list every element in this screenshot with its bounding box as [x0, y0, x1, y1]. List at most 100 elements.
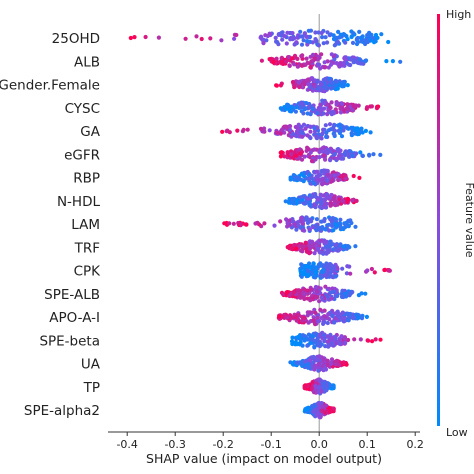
- shap-point: [305, 313, 310, 318]
- shap-point: [194, 34, 199, 39]
- shap-point: [319, 269, 324, 274]
- shap-point: [298, 268, 303, 274]
- shap-point: [287, 63, 292, 68]
- shap-point: [329, 296, 334, 301]
- feature-label: SPE-ALB: [44, 287, 100, 303]
- shap-point: [305, 268, 310, 273]
- shap-point: [337, 247, 342, 252]
- shap-point: [227, 221, 232, 226]
- shap-point: [370, 339, 375, 344]
- shap-point: [294, 246, 299, 251]
- shap-point: [341, 156, 346, 161]
- shap-point: [340, 294, 345, 299]
- shap-point: [323, 123, 328, 128]
- shap-point: [340, 266, 345, 271]
- shap-point: [316, 173, 321, 178]
- shap-point: [312, 78, 317, 83]
- shap-point: [308, 202, 313, 207]
- shap-point: [323, 86, 328, 91]
- shap-point: [329, 178, 334, 183]
- colorbar-title: Feature value: [463, 182, 474, 257]
- shap-point: [274, 130, 279, 135]
- shap-point: [329, 192, 334, 198]
- shap-point: [319, 82, 324, 87]
- beeswarm-apo-a-i: [276, 307, 369, 327]
- shap-point: [299, 54, 304, 59]
- shap-point: [325, 334, 330, 339]
- shap-point: [312, 126, 317, 131]
- shap-point: [311, 242, 316, 247]
- shap-point: [305, 145, 310, 150]
- shap-point: [234, 32, 239, 38]
- shap-point: [398, 59, 403, 64]
- shap-point: [359, 126, 364, 131]
- shap-point: [305, 220, 310, 225]
- shap-point: [314, 289, 319, 294]
- shap-point: [305, 273, 310, 278]
- shap-point: [303, 126, 308, 131]
- shap-point: [298, 225, 303, 230]
- shap-point: [369, 266, 374, 272]
- shap-point: [317, 354, 322, 359]
- shap-point: [302, 270, 307, 275]
- shap-point: [279, 60, 284, 65]
- shap-point: [358, 61, 364, 66]
- shap-point: [262, 221, 267, 226]
- shap-point: [349, 34, 354, 39]
- feature-labels: 25OHD ALB Gender.Female CYSC GA eGFR RBP N-HDL L…: [0, 31, 101, 419]
- shap-point: [328, 409, 333, 414]
- shap-point: [322, 170, 327, 175]
- shap-point: [208, 36, 213, 41]
- shap-point: [298, 105, 303, 110]
- shap-point: [309, 218, 314, 223]
- shap-point: [244, 222, 249, 227]
- shap-point: [325, 30, 330, 35]
- shap-point: [315, 62, 320, 67]
- feature-label: CYSC: [65, 101, 100, 117]
- shap-point: [296, 80, 302, 85]
- shap-point: [342, 319, 347, 324]
- shap-point: [337, 244, 342, 249]
- shap-point: [329, 263, 334, 268]
- shap-point: [323, 367, 329, 372]
- shap-point: [306, 82, 311, 87]
- shap-point: [336, 29, 341, 34]
- shap-point: [313, 30, 318, 35]
- shap-point: [337, 122, 342, 127]
- feature-label: GA: [80, 124, 100, 140]
- shap-point: [311, 181, 316, 186]
- shap-point: [354, 41, 360, 47]
- shap-point: [334, 61, 339, 66]
- shap-point: [318, 414, 323, 419]
- shap-point: [350, 153, 355, 158]
- shap-point: [337, 341, 342, 346]
- shap-point: [331, 384, 336, 389]
- shap-point: [342, 315, 347, 321]
- shap-point: [317, 155, 322, 160]
- shap-point: [306, 320, 311, 325]
- shap-point: [299, 42, 305, 47]
- shap-point: [292, 62, 297, 67]
- shap-point: [297, 292, 302, 297]
- shap-point: [290, 335, 295, 340]
- shap-point: [307, 358, 312, 363]
- shap-point: [350, 40, 356, 46]
- shap-point: [336, 172, 341, 177]
- shap-point: [285, 315, 290, 320]
- shap-point: [314, 266, 319, 271]
- shap-point: [290, 219, 295, 224]
- shap-point: [359, 129, 364, 134]
- shap-point: [290, 80, 296, 85]
- shap-point: [300, 101, 305, 106]
- shap-point: [312, 251, 317, 256]
- shap-point: [325, 294, 330, 299]
- beeswarm-alb: [259, 52, 403, 71]
- shap-point: [308, 129, 313, 134]
- beeswarm-n-hdl: [283, 191, 359, 211]
- shap-point: [346, 152, 351, 157]
- shap-point: [301, 179, 306, 184]
- shap-point: [306, 361, 311, 366]
- shap-point: [328, 62, 334, 67]
- shap-point: [323, 65, 328, 70]
- shap-point: [351, 102, 356, 107]
